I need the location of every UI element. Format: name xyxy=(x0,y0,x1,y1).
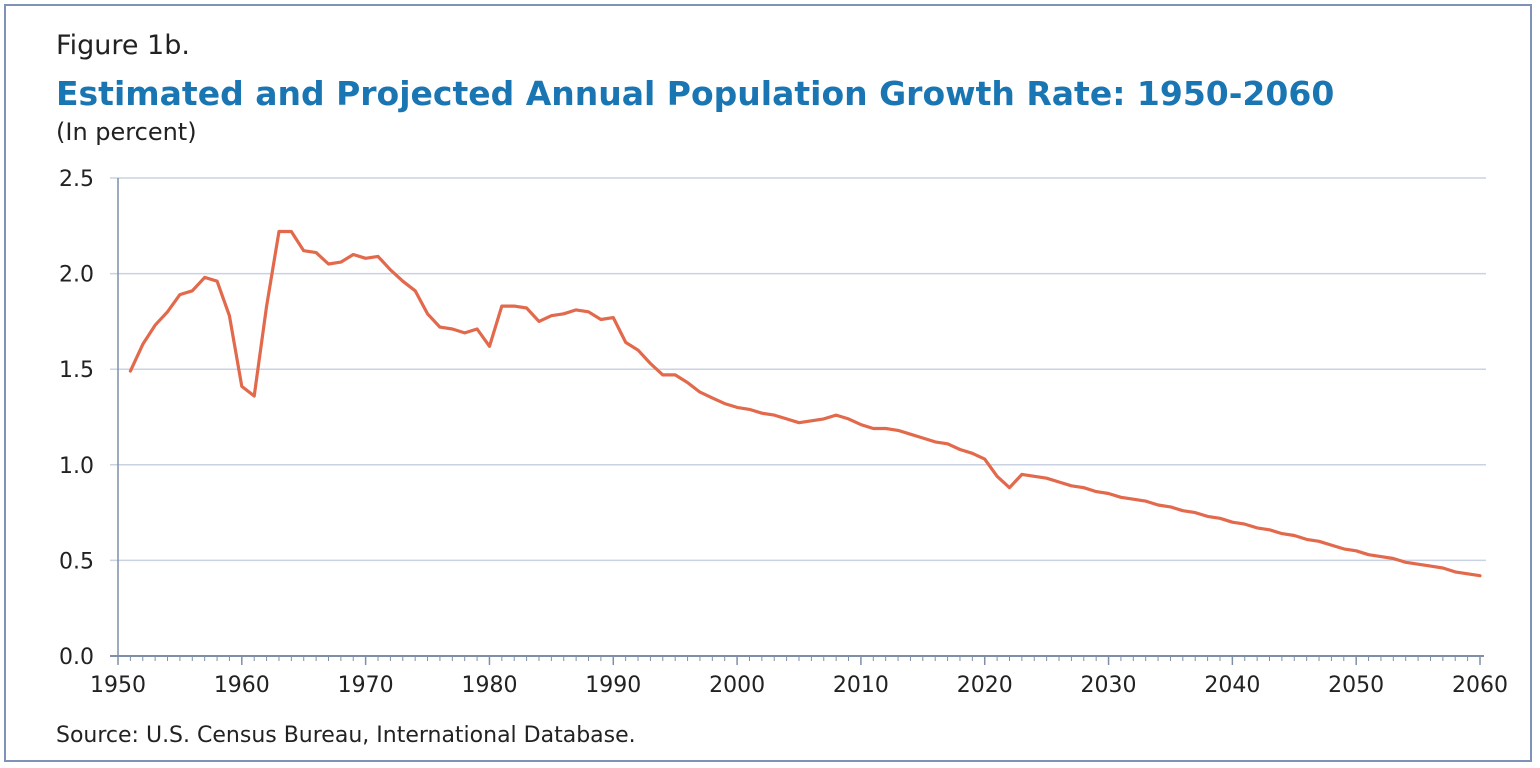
x-tick-label: 2030 xyxy=(1081,673,1137,698)
grid-layer xyxy=(110,177,1486,562)
x-tick-label: 1970 xyxy=(338,673,394,698)
figure-frame xyxy=(4,4,1532,762)
y-tick-label: 1.5 xyxy=(59,358,94,383)
y-tick-label: 2.5 xyxy=(59,167,94,192)
x-tick-label: 1990 xyxy=(585,673,641,698)
y-tick-label: 1.0 xyxy=(59,454,94,479)
axis-layer: 0.0 0.5 1.0 1.5 2.0 2.5 1950 1960 1970 1980 1990 20… xyxy=(59,167,1508,698)
y-tick-label: 0.0 xyxy=(59,645,94,670)
x-tick-label: 2050 xyxy=(1328,673,1384,698)
x-tick-label: 2060 xyxy=(1452,673,1508,698)
chart-subtitle: (In percent) xyxy=(56,118,197,146)
x-tick-label: 2000 xyxy=(709,673,765,698)
x-tick-label: 2040 xyxy=(1204,673,1260,698)
y-tick-label: 0.5 xyxy=(59,549,94,574)
x-tick-label: 2010 xyxy=(833,673,889,698)
x-tick-label: 1960 xyxy=(214,673,270,698)
x-tick-label: 1950 xyxy=(90,673,146,698)
growth-rate-line xyxy=(128,229,1482,578)
chart-title: Estimated and Projected Annual Populatio… xyxy=(56,74,1335,113)
series-layer xyxy=(128,229,1482,578)
figure-label: Figure 1b. xyxy=(56,30,190,61)
y-tick-label: 2.0 xyxy=(59,263,94,288)
source-note: Source: U.S. Census Bureau, Internationa… xyxy=(56,723,636,748)
x-tick-label: 1980 xyxy=(461,673,517,698)
x-tick-label: 2020 xyxy=(957,673,1013,698)
